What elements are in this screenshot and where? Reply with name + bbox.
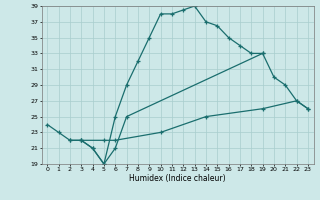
- X-axis label: Humidex (Indice chaleur): Humidex (Indice chaleur): [129, 174, 226, 183]
